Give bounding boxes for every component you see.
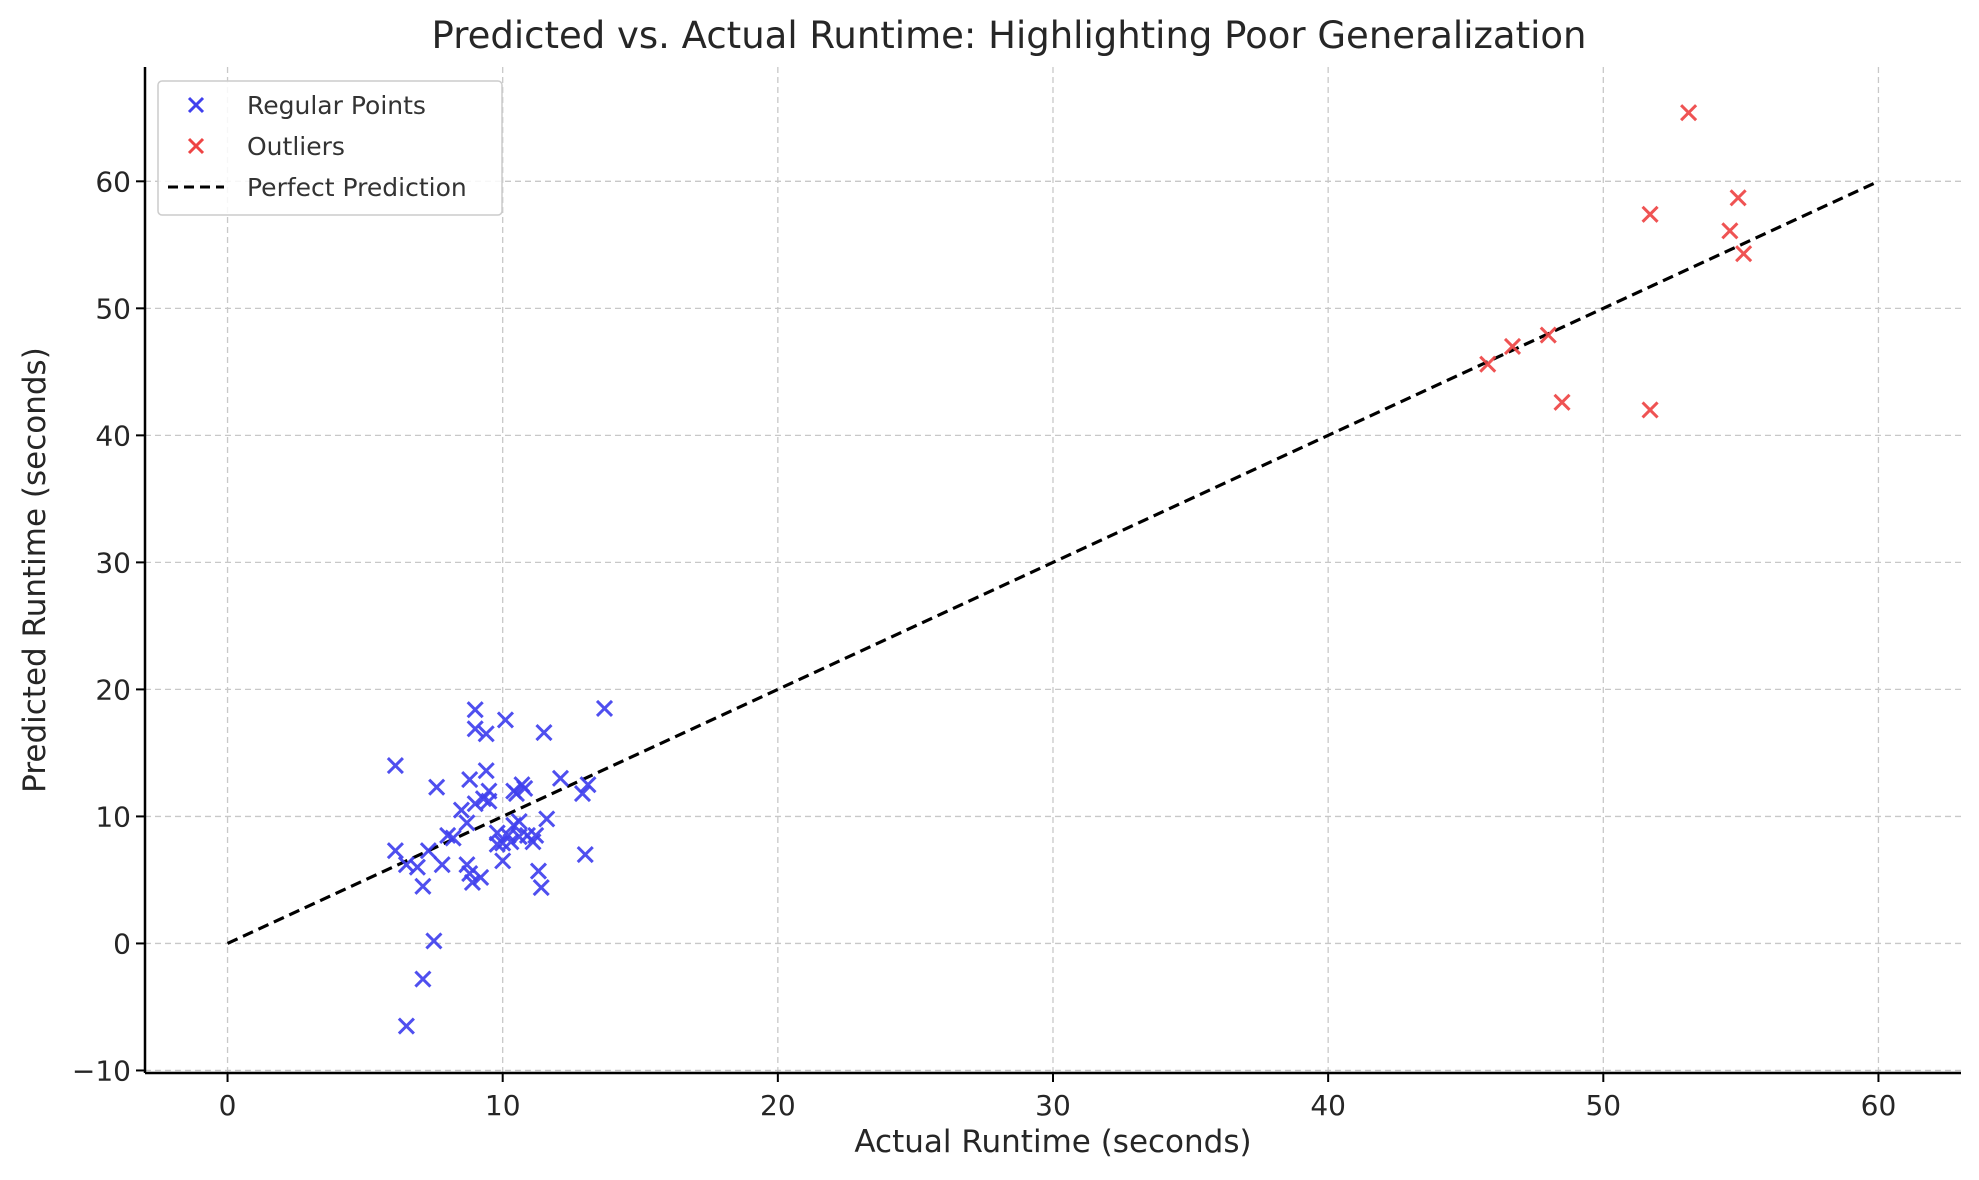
regular-point — [480, 792, 498, 810]
outlier-point — [1479, 355, 1497, 373]
y-tick-label: −10 — [72, 1054, 131, 1087]
regular-point — [494, 852, 512, 870]
x-tick-label: 20 — [760, 1089, 796, 1122]
regular-point — [414, 970, 432, 988]
y-tick-label: 0 — [113, 927, 131, 960]
regular-point — [397, 1017, 415, 1035]
outlier-point — [1503, 337, 1522, 356]
regular-point — [510, 812, 528, 831]
regular-point — [466, 795, 484, 813]
legend-label-outliers: Outliers — [247, 132, 345, 161]
regular-point — [408, 858, 426, 876]
y-tick-label: 30 — [95, 546, 131, 579]
regular-point — [496, 711, 515, 729]
regular-point — [551, 769, 570, 787]
regular-point — [472, 868, 490, 886]
perfect-prediction-line — [226, 179, 1880, 945]
regular-point — [532, 878, 550, 897]
regular-point — [444, 829, 462, 847]
regular-point — [419, 842, 437, 860]
y-tick-label: 60 — [95, 165, 131, 198]
perfect-prediction-layer — [226, 179, 1880, 945]
y-tick-label: 40 — [95, 419, 131, 452]
regular-point — [386, 842, 404, 860]
scatter-points — [386, 104, 1753, 1035]
regular-point — [461, 771, 479, 789]
outlier-point — [1735, 245, 1753, 263]
regular-point — [579, 776, 597, 794]
x-axis-ticks: 0 10 20 30 40 50 60 — [219, 1073, 1897, 1122]
regular-point — [466, 720, 484, 738]
regular-point — [507, 784, 526, 803]
y-tick-label: 10 — [95, 800, 131, 833]
regular-point — [527, 826, 545, 845]
x-tick-label: 30 — [1035, 1089, 1071, 1122]
regular-point — [425, 932, 443, 950]
outlier-point — [1641, 401, 1659, 419]
regular-point — [576, 845, 594, 864]
outlier-point — [1539, 326, 1557, 344]
regular-point — [428, 778, 446, 796]
regular-point — [595, 699, 614, 718]
y-axis-ticks: −10 0 10 20 30 40 50 60 — [72, 165, 145, 1087]
regular-point — [463, 873, 481, 892]
regular-point — [433, 856, 451, 874]
regular-point — [452, 801, 470, 819]
regular-point — [458, 814, 476, 832]
outlier-point — [1641, 205, 1659, 223]
legend-marker-regular-points — [187, 96, 205, 114]
regular-point — [466, 701, 484, 719]
legend-frame — [157, 80, 503, 216]
y-tick-label: 50 — [95, 292, 131, 325]
regular-point — [502, 833, 520, 851]
y-tick-label: 20 — [95, 673, 131, 706]
outlier-point — [1553, 393, 1571, 411]
regular-point — [414, 877, 432, 895]
outlier-point — [1680, 104, 1698, 122]
regular-point — [516, 779, 534, 798]
legend-label-perfect-prediction: Perfect Prediction — [247, 173, 467, 202]
chart-title: Predicted vs. Actual Runtime: Highlighti… — [432, 14, 1587, 57]
regular-point — [477, 762, 495, 780]
regular-point — [573, 784, 592, 803]
x-tick-label: 60 — [1861, 1089, 1897, 1122]
y-axis-label: Predicted Runtime (seconds) — [17, 347, 53, 793]
regular-point — [535, 724, 553, 742]
x-axis-label: Actual Runtime (seconds) — [854, 1124, 1251, 1160]
legend-marker-outliers — [187, 137, 205, 155]
regular-point — [386, 757, 404, 775]
x-tick-label: 40 — [1310, 1089, 1346, 1122]
regular-point — [529, 862, 548, 880]
legend: Regular Points Outliers Perfect Predicti… — [157, 80, 503, 216]
outlier-point — [1729, 189, 1747, 207]
legend-label-regular-points: Regular Points — [247, 91, 426, 120]
outlier-point — [1721, 222, 1739, 240]
x-tick-label: 0 — [219, 1089, 237, 1122]
x-tick-label: 10 — [485, 1089, 521, 1122]
x-tick-label: 50 — [1585, 1089, 1621, 1122]
regular-point — [538, 810, 556, 828]
regular-point — [477, 725, 495, 743]
